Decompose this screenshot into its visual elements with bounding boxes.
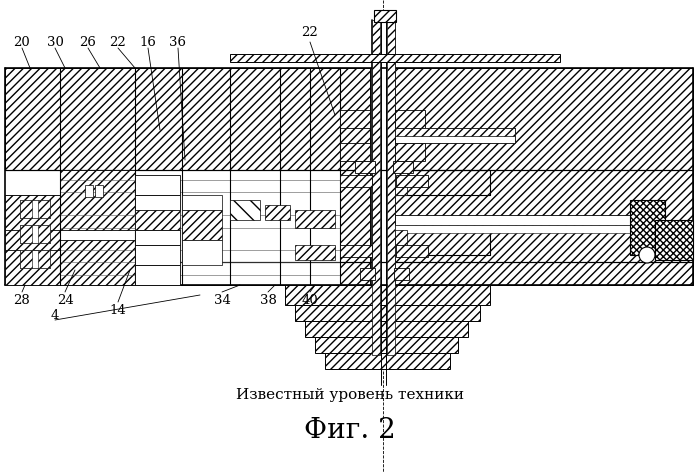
Bar <box>395 170 407 195</box>
Bar <box>5 68 370 170</box>
Text: 38: 38 <box>259 294 276 307</box>
Bar <box>135 245 180 265</box>
Bar <box>395 170 693 262</box>
Text: 22: 22 <box>302 26 318 38</box>
Bar <box>295 245 335 260</box>
Text: 16: 16 <box>140 35 157 49</box>
Text: Фиг. 2: Фиг. 2 <box>304 417 396 444</box>
Bar <box>5 262 370 285</box>
Text: 34: 34 <box>214 294 231 307</box>
Bar <box>20 250 32 268</box>
Bar <box>355 161 375 173</box>
Bar <box>20 200 50 218</box>
Bar <box>360 268 375 280</box>
Bar <box>396 175 428 187</box>
Bar <box>380 20 387 355</box>
Bar <box>372 20 380 355</box>
Circle shape <box>639 247 655 263</box>
Bar <box>85 185 93 197</box>
Bar <box>20 200 32 218</box>
Bar <box>396 245 428 257</box>
Bar <box>395 143 425 161</box>
Bar <box>20 225 50 243</box>
Bar <box>305 321 468 337</box>
Bar <box>230 200 260 220</box>
Bar <box>38 225 50 243</box>
Bar <box>135 195 180 210</box>
Text: 26: 26 <box>80 35 96 49</box>
Bar <box>182 195 222 210</box>
Bar <box>340 143 370 161</box>
Bar <box>395 128 515 143</box>
Bar <box>387 20 395 355</box>
Bar <box>394 268 409 280</box>
Bar <box>295 210 335 228</box>
Bar <box>38 250 50 268</box>
Text: 30: 30 <box>47 35 64 49</box>
Bar <box>655 220 693 260</box>
Bar <box>325 353 450 369</box>
Text: 40: 40 <box>302 294 318 307</box>
Bar <box>5 170 340 285</box>
Bar <box>135 265 180 285</box>
Bar <box>5 195 60 230</box>
Bar <box>135 175 180 195</box>
Bar <box>135 210 180 230</box>
Bar <box>340 110 370 128</box>
Bar <box>60 240 135 285</box>
Bar <box>20 225 32 243</box>
Text: 28: 28 <box>13 294 30 307</box>
Text: 22: 22 <box>110 35 127 49</box>
Bar <box>265 205 290 220</box>
Bar <box>182 240 222 265</box>
Bar <box>5 250 60 285</box>
Bar <box>395 128 515 136</box>
Bar <box>135 230 180 245</box>
Bar <box>395 230 407 255</box>
Bar <box>395 225 635 233</box>
Bar <box>395 262 693 285</box>
Text: Известный уровень техники: Известный уровень техники <box>236 388 464 402</box>
Bar <box>295 305 480 321</box>
Text: 24: 24 <box>57 294 73 307</box>
Bar <box>395 110 425 128</box>
Bar <box>393 161 413 173</box>
Bar <box>60 170 135 230</box>
Bar <box>630 200 665 255</box>
Bar <box>5 170 370 262</box>
Text: 4: 4 <box>51 308 59 322</box>
Bar <box>374 10 396 22</box>
Bar <box>5 195 60 285</box>
Bar <box>315 337 458 353</box>
Text: 20: 20 <box>13 35 30 49</box>
Bar <box>182 210 222 240</box>
Bar <box>340 245 372 257</box>
Bar <box>340 175 372 187</box>
Bar <box>20 250 50 268</box>
Text: 36: 36 <box>169 35 187 49</box>
Bar <box>38 200 50 218</box>
Text: 14: 14 <box>110 304 127 316</box>
Bar <box>395 215 635 225</box>
Bar <box>395 68 693 170</box>
Bar <box>230 54 560 62</box>
Bar <box>285 285 490 305</box>
Bar <box>95 185 103 197</box>
